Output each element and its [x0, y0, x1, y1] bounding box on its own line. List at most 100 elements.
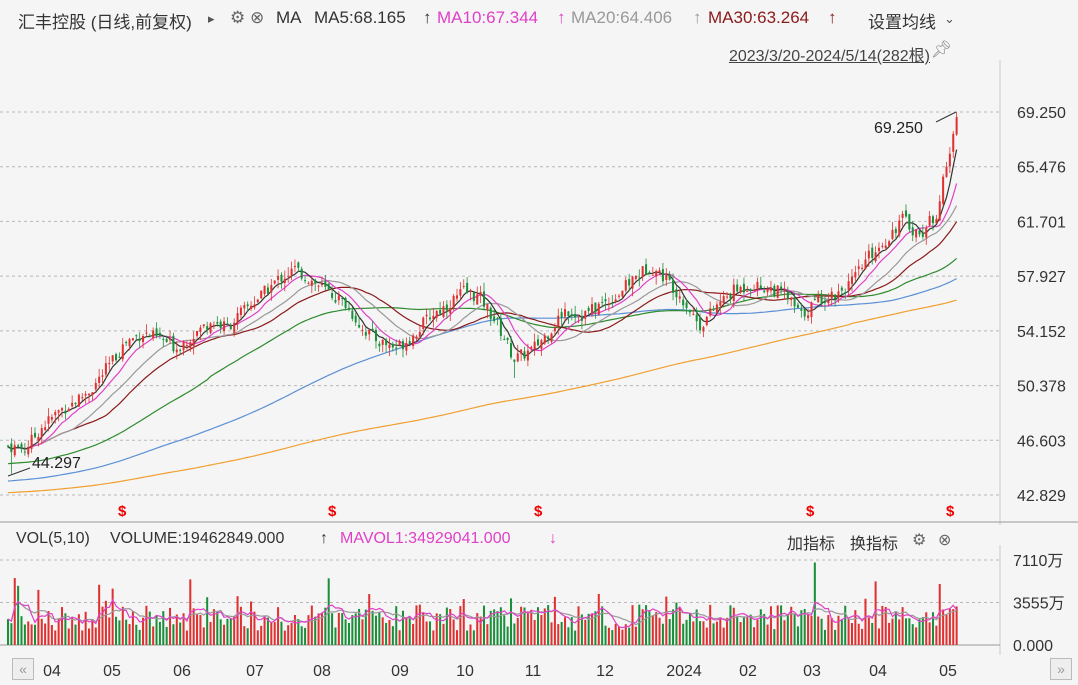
candle-body: [726, 296, 729, 298]
volume-bar: [847, 618, 850, 645]
volume-bar: [763, 613, 766, 645]
candle-body: [550, 333, 553, 342]
candle-body: [560, 312, 563, 319]
volume-bar: [921, 617, 924, 645]
volume-bar: [381, 617, 384, 645]
play-icon[interactable]: ▸: [208, 11, 215, 26]
candle-body: [270, 284, 273, 293]
candle-body: [634, 275, 637, 279]
candle-body: [820, 295, 823, 305]
volume-bar: [746, 616, 749, 645]
candle-body: [243, 305, 246, 309]
candle-body: [337, 295, 340, 301]
dividend-marker[interactable]: $: [806, 503, 815, 520]
volume-bar: [493, 609, 496, 645]
volume-bar: [675, 602, 678, 645]
volume-bar: [884, 606, 887, 645]
candle-body: [104, 363, 107, 375]
price-chart[interactable]: 69.250 65.476 61.701 57.927 54.152 50.378 46.6…: [0, 60, 1078, 525]
ma10-value: MA10:67.344: [437, 8, 539, 27]
scroll-left-button[interactable]: «: [12, 658, 34, 680]
candle-body: [219, 321, 222, 329]
volume-bar: [695, 609, 698, 645]
candle-body: [945, 166, 948, 177]
candle-body: [769, 287, 772, 291]
volume-bar: [607, 627, 610, 645]
switch-indicator-button[interactable]: 换指标: [850, 536, 899, 553]
volume-bar: [611, 630, 614, 645]
candle-body: [496, 317, 499, 319]
volume-bar: [239, 606, 242, 645]
ma30-value: MA30:63.264: [708, 8, 810, 27]
volume-bar: [111, 588, 114, 645]
volume-indicator-label[interactable]: VOL(5,10): [16, 530, 90, 547]
volume-bar: [732, 607, 735, 645]
volume-bar: [300, 626, 303, 645]
volume-bar: [776, 605, 779, 645]
candle-body: [543, 335, 546, 344]
candle-body: [867, 250, 870, 259]
volume-bar: [526, 611, 529, 645]
dividend-marker[interactable]: $: [118, 503, 127, 520]
dividend-marker[interactable]: $: [946, 503, 955, 520]
candle-body: [564, 309, 567, 317]
candle-body: [729, 293, 732, 299]
candle-body: [331, 292, 334, 298]
pin-icon[interactable]: 📌︎: [930, 40, 952, 59]
volume-bar: [496, 611, 499, 645]
candle-body: [135, 335, 138, 337]
volume-bar: [270, 622, 273, 645]
candle-body: [864, 259, 867, 269]
volume-bar: [506, 626, 509, 645]
volume-bar: [857, 623, 860, 645]
candle-body: [503, 338, 506, 341]
volume-bar: [604, 625, 607, 645]
volume-chart[interactable]: 7110万 3555万 0.000: [0, 545, 1078, 655]
volume-bar: [955, 606, 958, 645]
add-indicator-button[interactable]: 加指标: [787, 536, 836, 553]
candle-body: [314, 279, 317, 284]
volume-bar: [655, 612, 658, 645]
volume-bar: [418, 604, 421, 645]
volume-bar: [445, 607, 448, 645]
volume-bar: [317, 613, 320, 645]
volume-bar: [894, 611, 897, 645]
chevron-down-icon[interactable]: ⌄: [944, 11, 955, 26]
candle-body: [94, 382, 97, 390]
candle-body: [415, 336, 418, 339]
volume-bar: [891, 618, 894, 645]
candle-body: [347, 307, 350, 309]
stock-title[interactable]: 汇丰控股 (日线,前复权): [18, 13, 192, 32]
candle-body: [371, 328, 374, 331]
gear-icon[interactable]: ⚙: [912, 532, 927, 549]
ma-settings-button[interactable]: 设置均线: [868, 13, 936, 32]
candle-body: [918, 230, 921, 235]
close-icon[interactable]: ⊗: [250, 8, 265, 27]
volume-bar: [209, 621, 212, 645]
gear-icon[interactable]: ⚙: [230, 8, 246, 27]
volume-bar: [537, 607, 540, 645]
dividend-marker[interactable]: $: [534, 503, 543, 520]
volume-bar: [503, 615, 506, 645]
volume-bar: [614, 623, 617, 645]
candle-body: [847, 281, 850, 291]
volume-bar: [358, 608, 361, 645]
candle-body: [442, 306, 445, 318]
candle-body: [300, 268, 303, 279]
volume-bar: [651, 615, 654, 645]
scroll-right-button[interactable]: »: [1050, 658, 1072, 680]
candle-body: [712, 309, 715, 311]
candle-body: [513, 359, 516, 362]
dividend-marker[interactable]: $: [328, 503, 337, 520]
volume-bar: [44, 623, 47, 645]
ma60-line: [7, 257, 957, 465]
close-icon[interactable]: ⊗: [938, 532, 952, 549]
candle-body: [118, 356, 121, 358]
candle-body: [736, 284, 739, 292]
candle-body: [631, 276, 634, 289]
volume-bar: [196, 614, 199, 645]
volume-bar: [587, 613, 590, 645]
candle-body: [418, 332, 421, 337]
date-range[interactable]: 2023/3/20-2024/5/14(282根): [728, 48, 930, 65]
candle-body: [44, 427, 47, 431]
